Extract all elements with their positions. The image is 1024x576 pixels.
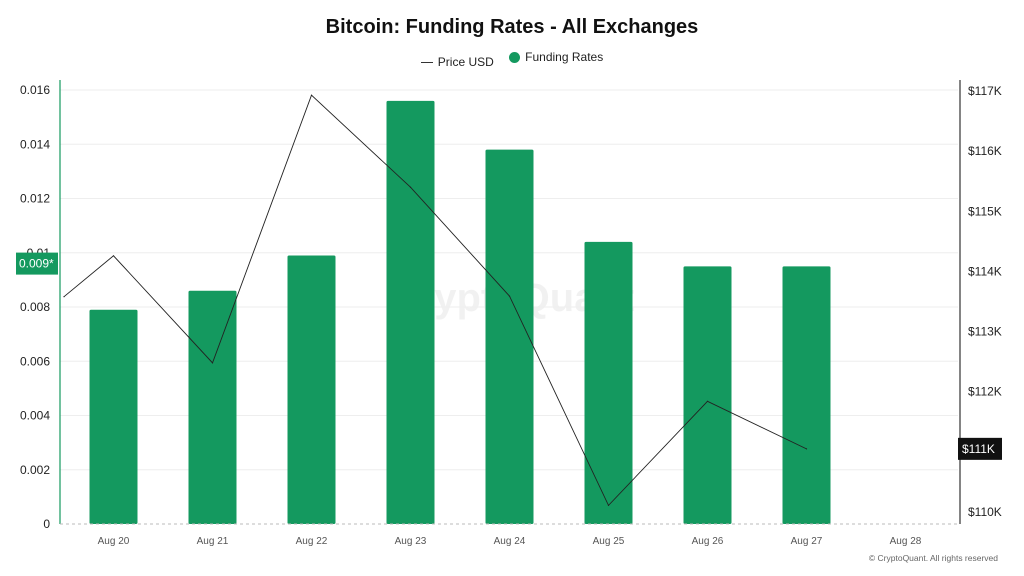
price-point [607, 504, 610, 506]
legend-entry-funding[interactable]: Funding Rates [509, 50, 603, 64]
price-point [211, 362, 214, 364]
funding-dot-swatch [509, 51, 521, 63]
right-tick-label: $115K [968, 204, 1002, 218]
price-point [508, 295, 511, 297]
x-tick-label: Aug 22 [296, 536, 328, 547]
left-tick-label: 0.012 [20, 192, 50, 206]
current-funding-tag: 0.009* [19, 257, 54, 271]
bar-aug-26 [683, 266, 732, 524]
x-tick-label: Aug 24 [494, 536, 526, 547]
legend-label-funding: Funding Rates [525, 50, 604, 64]
x-tick-label: Aug 23 [395, 536, 427, 547]
right-tick-label: $110K [968, 505, 1002, 519]
current-price-tag: $111K [962, 442, 995, 456]
price-point [409, 186, 412, 188]
left-tick-label: 0 [43, 517, 50, 531]
price-point [805, 448, 808, 450]
bar-aug-25 [584, 241, 633, 524]
left-tick-label: 0.014 [20, 137, 50, 151]
legend-label-price: Price USD [437, 55, 494, 69]
bar-aug-23 [386, 100, 435, 524]
x-tick-label: Aug 25 [593, 536, 625, 547]
legend-entry-price[interactable]: Price USD [420, 55, 494, 69]
current-funding-tag-bg [16, 252, 58, 275]
price-point [310, 94, 313, 96]
x-tick-label: Aug 20 [98, 536, 130, 547]
price-point [706, 400, 709, 402]
right-tick-label: $117K [968, 84, 1002, 98]
right-tick-label: $112K [968, 385, 1002, 399]
x-tick-label: Aug 26 [692, 536, 724, 547]
bar-aug-21 [188, 290, 237, 524]
left-tick-label: 0.002 [20, 463, 50, 477]
x-tick-label: Aug 28 [890, 536, 922, 547]
x-tick-label: Aug 27 [791, 536, 823, 547]
copyright-notice: © CryptoQuant. All rights reserved [868, 553, 998, 563]
right-tick-label: $113K [968, 325, 1002, 339]
price-point [63, 296, 65, 298]
price-line-swatch [420, 61, 433, 63]
bar-aug-24 [485, 149, 534, 525]
left-tick-label: 0.004 [20, 409, 50, 423]
left-tick-label: 0.016 [20, 83, 50, 97]
left-tick-label: 0.008 [20, 300, 50, 314]
chart-title: Bitcoin: Funding Rates - All Exchanges [325, 16, 699, 38]
bar-aug-20 [89, 309, 138, 524]
legend[interactable]: Price USD Funding Rates [0, 50, 1024, 69]
bar-aug-27 [782, 266, 831, 524]
line-layer [63, 94, 808, 507]
bar-aug-22 [287, 255, 336, 524]
axis-layer: 00.0020.0040.0060.0080.010.0120.0140.016… [16, 80, 1002, 547]
bar-layer [89, 100, 831, 525]
x-tick-label: Aug 21 [197, 536, 229, 547]
right-tick-label: $116K [968, 144, 1002, 158]
price-point [112, 255, 115, 257]
current-price-tag-bg [958, 437, 1002, 460]
right-tick-label: $114K [968, 264, 1002, 278]
left-tick-label: 0.006 [20, 354, 50, 368]
